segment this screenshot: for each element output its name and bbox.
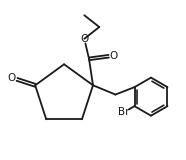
Text: O: O xyxy=(110,51,118,60)
Text: O: O xyxy=(7,73,16,83)
Text: Br: Br xyxy=(118,107,129,117)
Text: O: O xyxy=(80,34,88,44)
